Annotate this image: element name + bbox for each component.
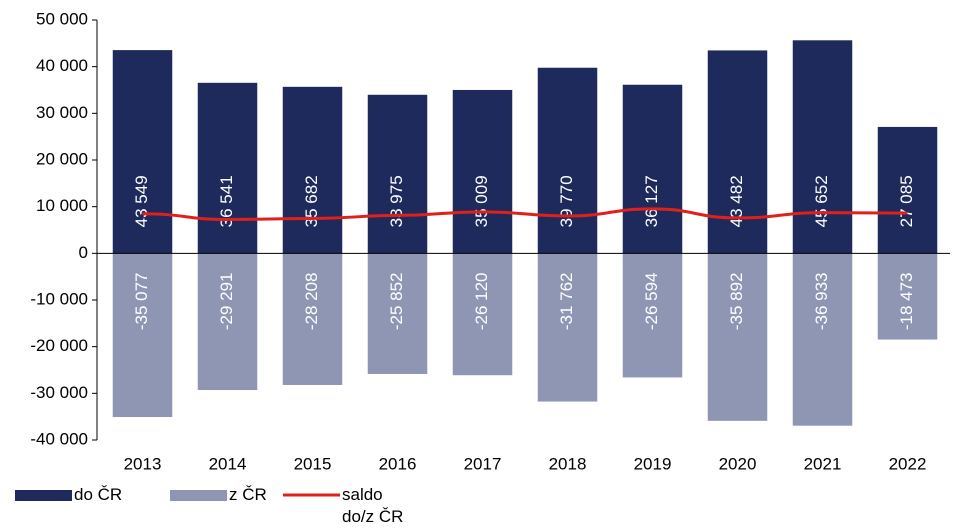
x-tick-label: 2019 — [634, 454, 672, 473]
y-tick-label: 0 — [79, 243, 88, 262]
y-tick-label: 20 000 — [36, 149, 88, 168]
y-tick-label: 50 000 — [36, 9, 88, 28]
value-label: 45 652 — [812, 175, 831, 227]
value-label: -31 762 — [557, 272, 576, 330]
bar — [792, 253, 853, 426]
value-label: -26 120 — [472, 272, 491, 330]
bar — [282, 253, 343, 385]
bar — [877, 126, 938, 254]
value-label: -35 892 — [727, 272, 746, 330]
line-series — [142, 207, 908, 222]
value-label: 35 009 — [472, 175, 491, 227]
bar — [452, 89, 513, 254]
x-tick-label: 2016 — [379, 454, 417, 473]
y-tick-label: -40 000 — [30, 429, 88, 448]
value-label: 27 085 — [897, 175, 916, 227]
legend-swatch — [170, 490, 227, 501]
bar — [792, 40, 853, 254]
value-label: -35 077 — [132, 272, 151, 330]
value-label: 36 541 — [217, 175, 236, 227]
value-label: -26 594 — [642, 272, 661, 330]
value-label: -36 933 — [812, 272, 831, 330]
bar — [367, 253, 428, 374]
bar — [622, 253, 683, 378]
bar — [112, 253, 173, 418]
y-tick-label: -30 000 — [30, 383, 88, 402]
value-label: -25 852 — [387, 272, 406, 330]
legend-swatch — [15, 490, 72, 501]
x-tick-label: 2014 — [209, 454, 247, 473]
value-label: 35 682 — [302, 175, 321, 227]
x-tick-label: 2020 — [719, 454, 757, 473]
bar — [537, 253, 598, 402]
x-tick-label: 2017 — [464, 454, 502, 473]
value-label: 43 549 — [132, 175, 151, 227]
bar — [537, 67, 598, 254]
value-label: -29 291 — [217, 272, 236, 330]
bar — [367, 94, 428, 254]
value-label: 33 975 — [387, 175, 406, 227]
x-tick-label: 2013 — [124, 454, 162, 473]
value-label: 36 127 — [642, 175, 661, 227]
bar — [197, 253, 258, 391]
legend-label: z ČR — [229, 485, 267, 504]
bar — [197, 82, 258, 254]
value-label: 39 770 — [557, 175, 576, 227]
legend-label: do ČR — [74, 485, 123, 504]
y-tick-label: 10 000 — [36, 196, 88, 215]
y-tick-label: 30 000 — [36, 103, 88, 122]
value-label: 43 482 — [727, 175, 746, 227]
bar — [707, 50, 768, 254]
x-tick-label: 2018 — [549, 454, 587, 473]
y-tick-label: -10 000 — [30, 289, 88, 308]
y-tick-label: 40 000 — [36, 56, 88, 75]
bar — [452, 253, 513, 376]
x-tick-label: 2021 — [804, 454, 842, 473]
x-tick-label: 2022 — [889, 454, 927, 473]
value-label: -28 208 — [302, 272, 321, 330]
bar — [112, 50, 173, 254]
x-tick-label: 2015 — [294, 454, 332, 473]
bar — [282, 86, 343, 254]
value-label: -18 473 — [897, 272, 916, 330]
bar — [707, 253, 768, 421]
legend-label: saldo do/z ČR — [342, 485, 404, 526]
y-tick-label: -20 000 — [30, 336, 88, 355]
bar — [622, 84, 683, 254]
bar — [877, 253, 938, 340]
